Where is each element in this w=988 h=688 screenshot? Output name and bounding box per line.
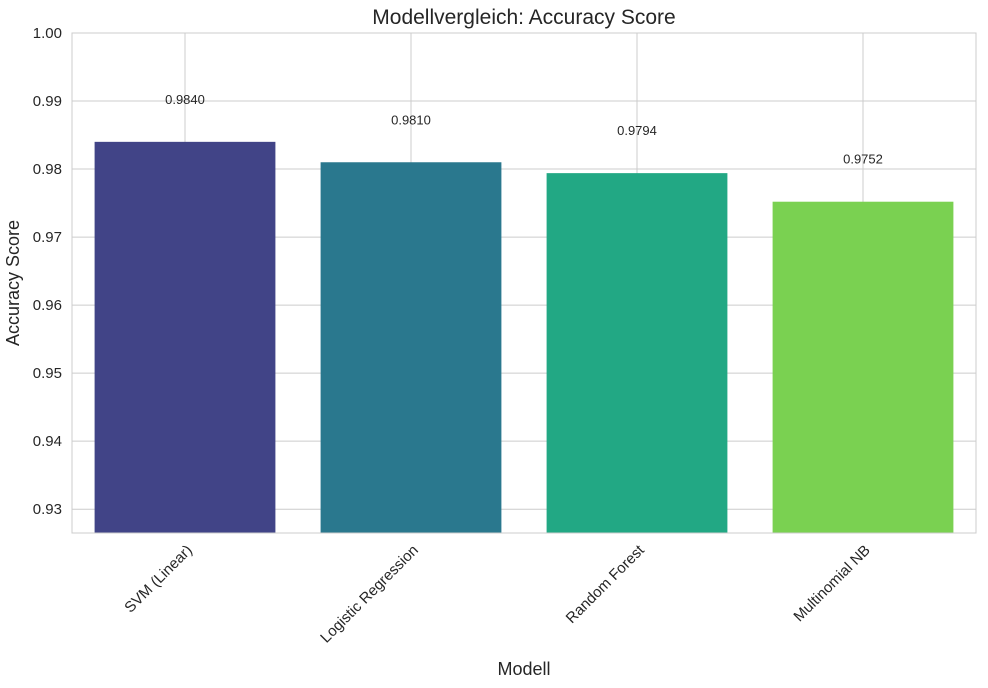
x-tick-label: Logistic Regression bbox=[317, 542, 422, 647]
y-tick-label: 0.97 bbox=[33, 229, 62, 246]
y-tick-label: 0.98 bbox=[33, 161, 62, 178]
y-tick-label: 0.99 bbox=[33, 93, 62, 110]
y-tick-labels: 0.93 0.94 0.95 0.96 0.97 0.98 0.99 1.00 bbox=[33, 25, 62, 518]
bar-value-label: 0.9794 bbox=[617, 123, 657, 138]
x-tick-label: Random Forest bbox=[563, 541, 649, 627]
bar-value-label: 0.9752 bbox=[843, 152, 883, 167]
value-labels: 0.9840 0.9810 0.9794 0.9752 bbox=[165, 92, 883, 167]
y-tick-label: 0.93 bbox=[33, 501, 62, 518]
y-tick-label: 0.96 bbox=[33, 297, 62, 314]
bar-value-label: 0.9840 bbox=[165, 92, 205, 107]
bar bbox=[772, 201, 954, 533]
x-axis-label: Modell bbox=[497, 659, 550, 679]
x-tick-label: Multinomial NB bbox=[790, 542, 873, 625]
bar-value-label: 0.9810 bbox=[391, 112, 431, 127]
bar bbox=[546, 173, 728, 533]
y-tick-label: 1.00 bbox=[33, 25, 62, 42]
y-tick-label: 0.95 bbox=[33, 365, 62, 382]
x-tick-label: SVM (Linear) bbox=[121, 542, 196, 617]
x-tick-labels: SVM (Linear) Logistic Regression Random Fo… bbox=[121, 541, 874, 646]
y-axis-label: Accuracy Score bbox=[3, 220, 23, 346]
plot-frame bbox=[71, 32, 977, 534]
bars bbox=[94, 141, 954, 533]
bar bbox=[94, 141, 276, 533]
y-tick-label: 0.94 bbox=[33, 433, 62, 450]
chart-title: Modellvergleich: Accuracy Score bbox=[372, 6, 675, 29]
bar bbox=[320, 162, 502, 533]
